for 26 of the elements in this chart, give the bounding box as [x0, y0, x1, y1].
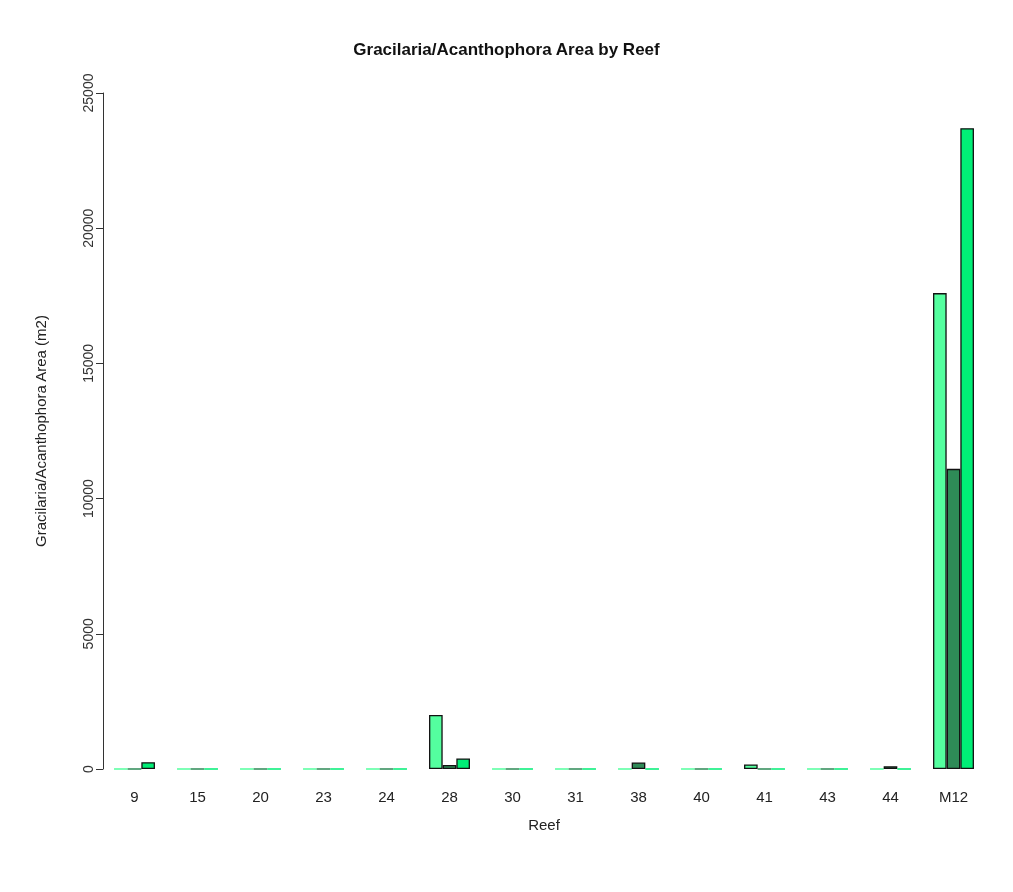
- bar: [631, 762, 646, 769]
- x-tick-label: 40: [693, 788, 710, 805]
- x-tick-label: 28: [441, 788, 458, 805]
- x-tick-label: 31: [567, 788, 584, 805]
- x-tick-label: 23: [315, 788, 332, 805]
- x-tick-label: 9: [130, 788, 139, 805]
- y-tick-label: 10000: [80, 478, 96, 519]
- x-tick-label: M12: [938, 788, 969, 805]
- x-tick-label: 15: [189, 788, 206, 805]
- chart-title: Gracilaria/Acanthophora Area by Reef: [353, 40, 661, 59]
- x-tick-label: 43: [819, 788, 836, 805]
- x-axis-title: Reef: [528, 816, 561, 833]
- y-tick-label: 20000: [80, 208, 96, 248]
- bar: [141, 762, 155, 769]
- bar: [744, 764, 758, 769]
- x-tick-label: 24: [378, 788, 395, 805]
- x-tick-label: 38: [630, 788, 647, 805]
- y-tick-label: 5000: [80, 618, 96, 650]
- x-tick-label: 41: [756, 788, 773, 805]
- y-tick-label: 0: [80, 764, 96, 773]
- y-axis-title: Gracilaria/Acanthophora Area (m2): [32, 315, 49, 547]
- x-tick-label: 30: [504, 788, 521, 805]
- x-tick-label: 44: [882, 788, 899, 805]
- y-tick-label: 25000: [80, 73, 96, 113]
- x-tick-label: 20: [252, 788, 269, 805]
- y-tick-label: 15000: [80, 343, 96, 383]
